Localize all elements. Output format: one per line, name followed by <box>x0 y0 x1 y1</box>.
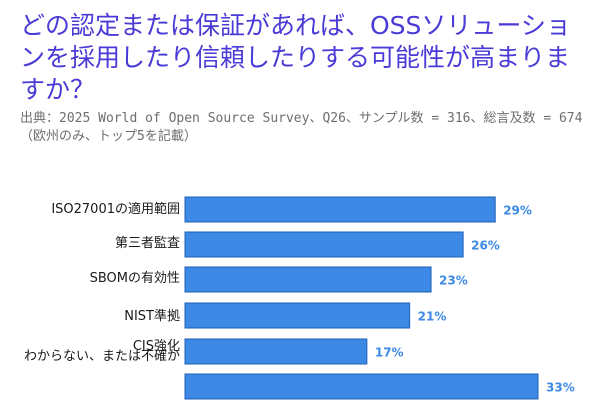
value-label-6: 33% <box>546 381 575 395</box>
bar-2 <box>184 231 464 258</box>
category-label-6: わからない、または不確か <box>24 348 180 364</box>
category-label-2: 第三者監査 <box>115 235 180 251</box>
category-label-3: SBOMの有効性 <box>90 271 180 286</box>
value-label-1: 29% <box>503 204 532 218</box>
chart-title: どの認定または保証があれば、OSSソリューションを採用したり信頼したりする可能性… <box>20 11 571 104</box>
bar-5 <box>184 338 368 365</box>
category-label-4: NIST準拠 <box>124 308 180 324</box>
value-label-5: 17% <box>375 346 404 360</box>
value-label-2: 26% <box>471 239 500 253</box>
bar-6 <box>184 373 539 400</box>
bar-1 <box>184 196 496 223</box>
value-label-4: 21% <box>418 310 447 324</box>
bar-4 <box>184 302 411 329</box>
chart-subtitle: 出典：2025 World of Open Source Survey、Q26、… <box>20 111 583 144</box>
category-label-5: CIS強化 <box>133 339 180 354</box>
category-label-1: ISO27001の適用範囲 <box>51 201 180 217</box>
value-label-3: 23% <box>439 274 468 288</box>
bar-3 <box>184 266 432 293</box>
